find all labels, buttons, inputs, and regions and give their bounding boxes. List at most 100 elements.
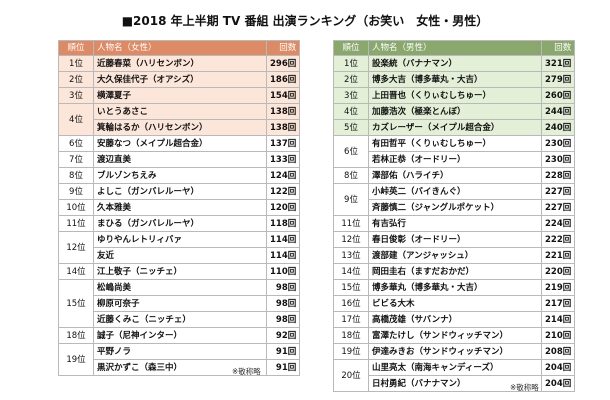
table-row: 18位 誠子（尼神インター） 92回 <box>58 327 301 344</box>
count-cell: 114回 <box>265 231 301 248</box>
count-cell: 154回 <box>265 87 301 104</box>
count-cell: 98回 <box>265 295 301 312</box>
count-cell: 227回 <box>540 199 576 216</box>
name-cell: 誠子（尼神インター） <box>93 327 267 344</box>
name-cell: 平野ノラ <box>93 343 267 360</box>
rank-cell: 20位 <box>333 359 369 392</box>
rank-cell: 6位 <box>58 135 94 152</box>
name-cell: 山里亮太（南海キャンディーズ） <box>368 359 542 376</box>
table-row: 2位 博多大吉（博多華丸・大吉） 279回 <box>333 71 576 88</box>
count-cell: 138回 <box>265 103 301 120</box>
rank-cell: 19位 <box>333 343 369 360</box>
rank-cell: 8位 <box>333 167 369 184</box>
rank-cell: 11位 <box>333 215 369 232</box>
table-row: 20位 山里亮太（南海キャンディーズ） 204回 <box>333 359 576 392</box>
table-row: 19位 伊達みきお（サンドウィッチマン） 208回 <box>333 343 576 360</box>
table-row: 14位 岡田圭右（ますだおかだ） 220回 <box>333 263 576 280</box>
table-row: 箕輪はるか（ハリセンボン） 138回 <box>59 119 301 136</box>
table-row: 6位 安藤なつ（メイプル超合金） 137回 <box>58 135 301 152</box>
count-cell: 321回 <box>540 55 576 72</box>
table-row: 1位 近藤春菜（ハリセンボン） 296回 <box>58 55 301 72</box>
rank-cell: 16位 <box>333 295 369 312</box>
count-cell: 219回 <box>540 279 576 296</box>
name-cell: 澤部佑（ハライチ） <box>368 167 542 184</box>
name-cell: 設楽統（バナナマン） <box>368 55 542 72</box>
table-row: 14位 江上敬子（ニッチェ） 110回 <box>58 263 301 280</box>
rank-cell: 1位 <box>58 55 94 72</box>
name-cell: 日村勇紀（バナナマン） <box>368 375 542 392</box>
table-row: 9位 小峠英二（バイきんぐ） 227回 <box>333 183 576 216</box>
count-cell: 244回 <box>540 103 576 120</box>
count-cell: 91回 <box>265 359 301 376</box>
name-cell: 若林正恭（オードリー） <box>368 151 542 168</box>
name-header: 人物名（男性） <box>368 40 542 56</box>
name-cell: いとうあさこ <box>93 103 267 120</box>
rank-cell: 18位 <box>58 327 94 344</box>
rank-header: 順位 <box>333 40 369 56</box>
table-row: 友近 114回 <box>59 247 301 264</box>
table-row: 10位 久本雅美 120回 <box>58 199 301 216</box>
table-row: 8位 ブルゾンちえみ 124回 <box>58 167 301 184</box>
table-row: 斉藤慎二（ジャングルポケット） 227回 <box>334 199 576 216</box>
rank-cell: 13位 <box>333 247 369 264</box>
name-cell: 斉藤慎二（ジャングルポケット） <box>368 199 542 216</box>
name-cell: 加藤浩次（極楽とんぼ） <box>368 103 542 120</box>
table-header: 順位 人物名（男性） 回数 <box>333 40 576 56</box>
count-cell: 224回 <box>540 215 576 232</box>
rank-cell: 4位 <box>58 103 94 136</box>
count-cell: 91回 <box>265 343 301 360</box>
rank-cell: 19位 <box>58 343 94 376</box>
page-title: ■2018 年上半期 TV 番組 出演ランキング（お笑い 女性・男性） <box>121 14 489 28</box>
name-cell: 横澤夏子 <box>93 87 267 104</box>
count-cell: 221回 <box>540 247 576 264</box>
table-row: 黒沢かずこ（森三中） 91回 <box>59 359 301 376</box>
count-cell: 279回 <box>540 71 576 88</box>
name-cell: よしこ（ガンバレルーヤ） <box>93 183 267 200</box>
count-cell: 220回 <box>540 263 576 280</box>
rank-cell: 9位 <box>333 183 369 216</box>
name-cell: 大久保佳代子（オアシズ） <box>93 71 267 88</box>
table-row: 3位 横澤夏子 154回 <box>58 87 301 104</box>
table-row: 柳原可奈子 98回 <box>59 295 301 312</box>
table-header: 順位 人物名（女性） 回数 <box>58 40 301 56</box>
rank-cell: 3位 <box>333 87 369 104</box>
table-row: 9位 よしこ（ガンバレルーヤ） 122回 <box>58 183 301 200</box>
table-row: 6位 有田哲平（くりぃむしちゅー） 230回 <box>333 135 576 168</box>
table-row: 5位 カズレーザー（メイプル超合金） 240回 <box>333 119 576 136</box>
count-cell: 230回 <box>540 135 576 152</box>
table-row: 11位 有吉弘行 224回 <box>333 215 576 232</box>
rank-cell: 5位 <box>333 119 369 136</box>
count-cell: 186回 <box>265 71 301 88</box>
rank-cell: 15位 <box>333 279 369 296</box>
count-cell: 227回 <box>540 183 576 200</box>
count-cell: 260回 <box>540 87 576 104</box>
name-cell: 渡部建（アンジャッシュ） <box>368 247 542 264</box>
rank-cell: 3位 <box>58 87 94 104</box>
count-cell: 222回 <box>540 231 576 248</box>
count-cell: 137回 <box>265 135 301 152</box>
rank-cell: 1位 <box>333 55 369 72</box>
name-cell: 友近 <box>93 247 267 264</box>
name-cell: 松嶋尚美 <box>93 279 267 296</box>
table-row: 4位 いとうあさこ 138回 <box>58 103 301 136</box>
count-cell: 110回 <box>265 263 301 280</box>
rank-cell: 4位 <box>333 103 369 120</box>
name-cell: 柳原可奈子 <box>93 295 267 312</box>
rank-cell: 2位 <box>58 71 94 88</box>
rank-cell: 14位 <box>58 263 94 280</box>
rank-cell: 15位 <box>58 279 94 328</box>
count-cell: 204回 <box>540 375 576 392</box>
name-cell: 近藤春菜（ハリセンボン） <box>93 55 267 72</box>
table-row: 16位 ビビる大木 217回 <box>333 295 576 312</box>
name-cell: 箕輪はるか（ハリセンボン） <box>93 119 267 136</box>
name-cell: ブルゾンちえみ <box>93 167 267 184</box>
name-cell: 黒沢かずこ（森三中） <box>93 359 267 376</box>
rank-cell: 14位 <box>333 263 369 280</box>
table-row: 13位 渡部建（アンジャッシュ） 221回 <box>333 247 576 264</box>
female-ranking-table: 順位 人物名（女性） 回数 1位 近藤春菜（ハリセンボン） 296回 2位 大久… <box>58 40 301 376</box>
count-cell: 217回 <box>540 295 576 312</box>
name-cell: 岡田圭右（ますだおかだ） <box>368 263 542 280</box>
count-cell: 120回 <box>265 199 301 216</box>
name-cell: 近藤くみこ（ニッチェ） <box>93 311 267 328</box>
rank-cell: 18位 <box>333 327 369 344</box>
